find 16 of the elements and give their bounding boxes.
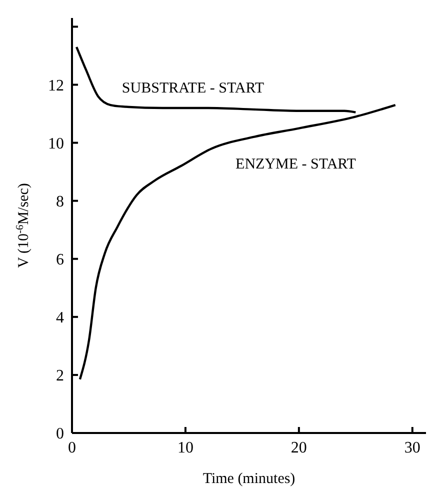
x-tick-label: 10	[177, 439, 194, 456]
y-tick-label: 12	[48, 77, 64, 94]
y-tick-label: 4	[56, 310, 64, 327]
y-tick-label: 10	[48, 135, 64, 152]
line-series	[78, 104, 396, 380]
x-tick-label: 0	[68, 439, 76, 456]
y-tick-label: 2	[56, 368, 64, 385]
series-label: SUBSTRATE - START	[122, 80, 264, 97]
y-tick-label: 8	[56, 194, 64, 211]
y-tick-label: 6	[56, 252, 64, 269]
x-axis-title: Time (minutes)	[202, 471, 296, 487]
x-tick-label: 20	[290, 439, 307, 456]
series-label: ENZYME - START	[236, 156, 356, 173]
x-tick-label: 30	[404, 439, 420, 456]
y-tick-label: 0	[56, 426, 64, 443]
line-series	[75, 46, 357, 114]
